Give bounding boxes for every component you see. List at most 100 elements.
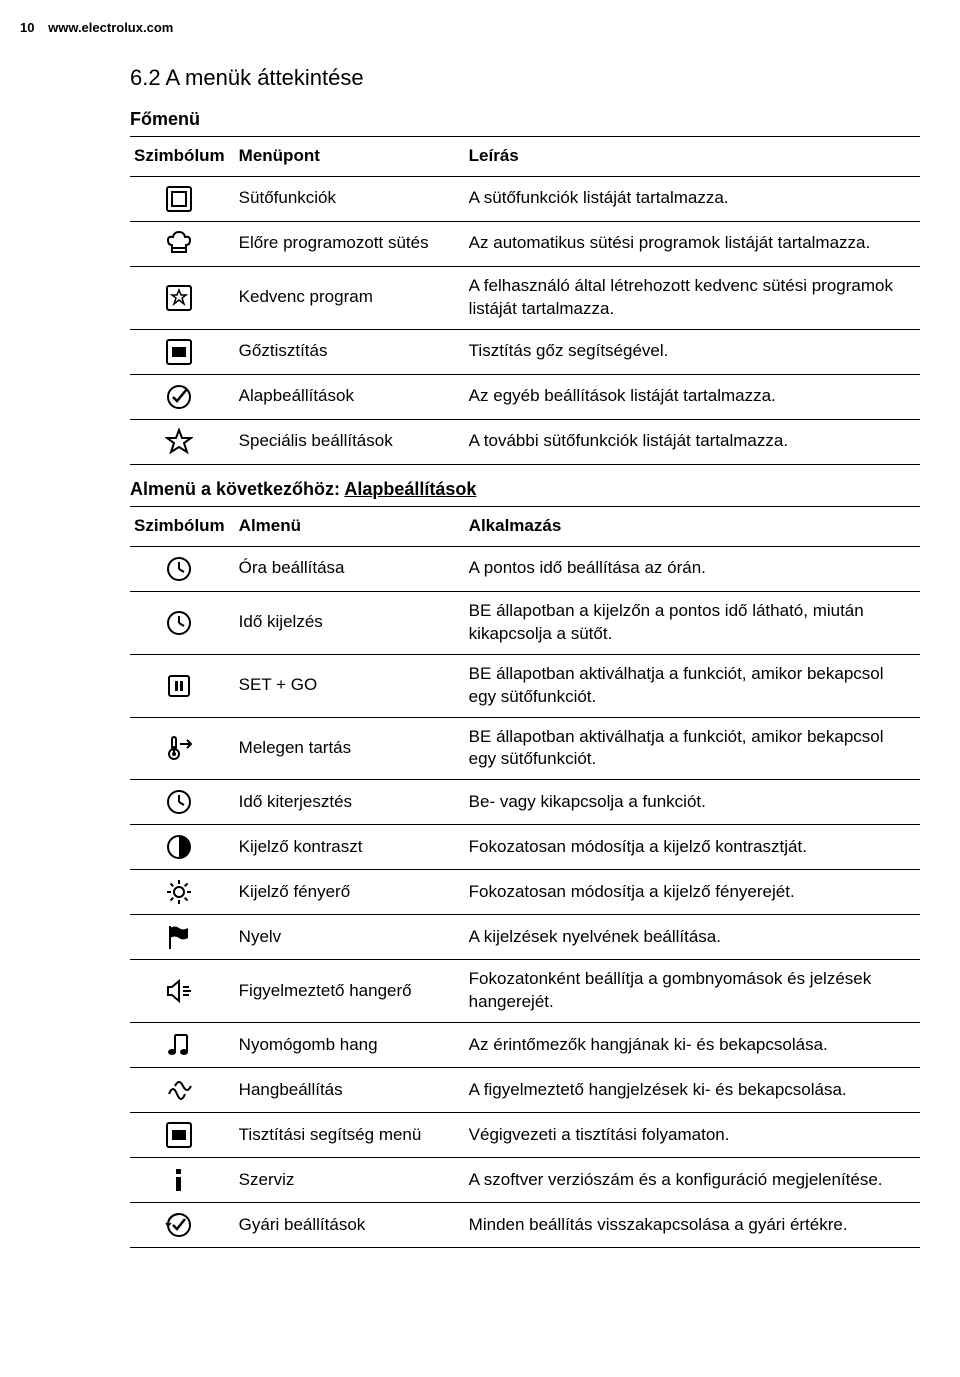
item-name: Szerviz [235, 1158, 465, 1203]
table-row: SET + GOBE állapotban aktiválhatja a fun… [130, 654, 920, 717]
table-row: Idő kiterjesztésBe- vagy kikapcsolja a f… [130, 780, 920, 825]
item-name: Kijelző kontraszt [235, 825, 465, 870]
grid-box-icon [165, 1121, 193, 1149]
icon-cell [130, 915, 235, 960]
main-menu-label: Főmenü [130, 109, 920, 130]
icon-cell [130, 780, 235, 825]
table-row: GőztisztításTisztítás gőz segítségével. [130, 329, 920, 374]
check-circle-icon [165, 383, 193, 411]
table-row: Nyomógomb hangAz érintőmezők hangjának k… [130, 1023, 920, 1068]
icon-cell [130, 591, 235, 654]
site-url: www.electrolux.com [48, 20, 173, 35]
item-name: Nyelv [235, 915, 465, 960]
speaker-icon [165, 977, 193, 1005]
table-row: Idő kijelzésBE állapotban a kijelzőn a p… [130, 591, 920, 654]
table-row: Előre programozott sütésAz automatikus s… [130, 221, 920, 266]
item-name: Idő kiterjesztés [235, 780, 465, 825]
item-name: Kedvenc program [235, 266, 465, 329]
item-name: Idő kijelzés [235, 591, 465, 654]
table-row: AlapbeállításokAz egyéb beállítások list… [130, 374, 920, 419]
table-row: Gyári beállításokMinden beállítás vissza… [130, 1203, 920, 1248]
icon-cell [130, 717, 235, 780]
item-desc: A pontos idő beállítása az órán. [465, 546, 920, 591]
item-name: Gyári beállítások [235, 1203, 465, 1248]
item-name: Figyelmeztető hangerő [235, 960, 465, 1023]
item-name: Tisztítási segítség menü [235, 1113, 465, 1158]
item-desc: A felhasználó által létrehozott kedvenc … [465, 266, 920, 329]
sub-menu-table: Szimbólum Almenü Alkalmazás Óra beállítá… [130, 506, 920, 1248]
table-row: Óra beállításaA pontos idő beállítása az… [130, 546, 920, 591]
th-symbol: Szimbólum [130, 506, 235, 546]
item-name: Nyomógomb hang [235, 1023, 465, 1068]
th-symbol: Szimbólum [130, 137, 235, 177]
brightness-icon [165, 878, 193, 906]
icon-cell [130, 176, 235, 221]
icon-cell [130, 546, 235, 591]
item-desc: Be- vagy kikapcsolja a funkciót. [465, 780, 920, 825]
table-row: Kijelző kontrasztFokozatosan módosítja a… [130, 825, 920, 870]
table-row: Speciális beállításokA további sütőfunkc… [130, 419, 920, 464]
item-name: Hangbeállítás [235, 1068, 465, 1113]
item-desc: A további sütőfunkciók listáját tartalma… [465, 419, 920, 464]
table-row: NyelvA kijelzések nyelvének beállítása. [130, 915, 920, 960]
icon-cell [130, 1113, 235, 1158]
oven-box-icon [165, 185, 193, 213]
item-name: Melegen tartás [235, 717, 465, 780]
icon-cell [130, 266, 235, 329]
item-desc: BE állapotban aktiválhatja a funkciót, a… [465, 654, 920, 717]
item-desc: Minden beállítás visszakapcsolása a gyár… [465, 1203, 920, 1248]
table-row: Kedvenc programA felhasználó által létre… [130, 266, 920, 329]
item-name: Speciális beállítások [235, 419, 465, 464]
clock-icon [165, 555, 193, 583]
icon-cell [130, 960, 235, 1023]
info-icon [165, 1166, 193, 1194]
item-desc: Fokozatonként beállítja a gombnyomások é… [465, 960, 920, 1023]
table-row: Melegen tartásBE állapotban aktiválhatja… [130, 717, 920, 780]
music-note-icon [165, 1031, 193, 1059]
item-desc: Az automatikus sütési programok listáját… [465, 221, 920, 266]
item-desc: Tisztítás gőz segítségével. [465, 329, 920, 374]
item-desc: A kijelzések nyelvének beállítása. [465, 915, 920, 960]
reset-check-icon [165, 1211, 193, 1239]
item-name: Alapbeállítások [235, 374, 465, 419]
item-desc: Az érintőmezők hangjának ki- és bekapcso… [465, 1023, 920, 1068]
thermometer-arrow-icon [165, 734, 193, 762]
item-name: Gőztisztítás [235, 329, 465, 374]
clock-icon [165, 788, 193, 816]
table-row: Tisztítási segítség menüVégigvezeti a ti… [130, 1113, 920, 1158]
icon-cell [130, 329, 235, 374]
chef-hat-icon [165, 230, 193, 258]
flag-icon [165, 923, 193, 951]
table-row: SütőfunkciókA sütőfunkciók listáját tart… [130, 176, 920, 221]
page-number: 10 [20, 20, 34, 35]
contrast-icon [165, 833, 193, 861]
item-name: Előre programozott sütés [235, 221, 465, 266]
icon-cell [130, 1158, 235, 1203]
th-desc: Alkalmazás [465, 506, 920, 546]
item-name: Óra beállítása [235, 546, 465, 591]
star-icon [165, 428, 193, 456]
item-name: Sütőfunkciók [235, 176, 465, 221]
table-row: HangbeállításA figyelmeztető hangjelzése… [130, 1068, 920, 1113]
table-row: Figyelmeztető hangerőFokozatonként beáll… [130, 960, 920, 1023]
item-desc: BE állapotban a kijelzőn a pontos idő lá… [465, 591, 920, 654]
icon-cell [130, 1068, 235, 1113]
icon-cell [130, 374, 235, 419]
icon-cell [130, 1203, 235, 1248]
item-desc: A figyelmeztető hangjelzések ki- és beka… [465, 1068, 920, 1113]
icon-cell [130, 870, 235, 915]
icon-cell [130, 654, 235, 717]
table-row: Kijelző fényerőFokozatosan módosítja a k… [130, 870, 920, 915]
main-menu-table: Szimbólum Menüpont Leírás SütőfunkciókA … [130, 136, 920, 465]
item-desc: Végigvezeti a tisztítási folyamaton. [465, 1113, 920, 1158]
icon-cell [130, 221, 235, 266]
sound-waves-icon [165, 1076, 193, 1104]
item-name: Kijelző fényerő [235, 870, 465, 915]
icon-cell [130, 1023, 235, 1068]
item-desc: Fokozatosan módosítja a kijelző fényerej… [465, 870, 920, 915]
sub-menu-label: Almenü a következőhöz: Alapbeállítások [130, 479, 920, 500]
page-header: 10 www.electrolux.com [20, 20, 920, 35]
item-desc: Az egyéb beállítások listáját tartalmazz… [465, 374, 920, 419]
pause-box-icon [165, 672, 193, 700]
icon-cell [130, 825, 235, 870]
